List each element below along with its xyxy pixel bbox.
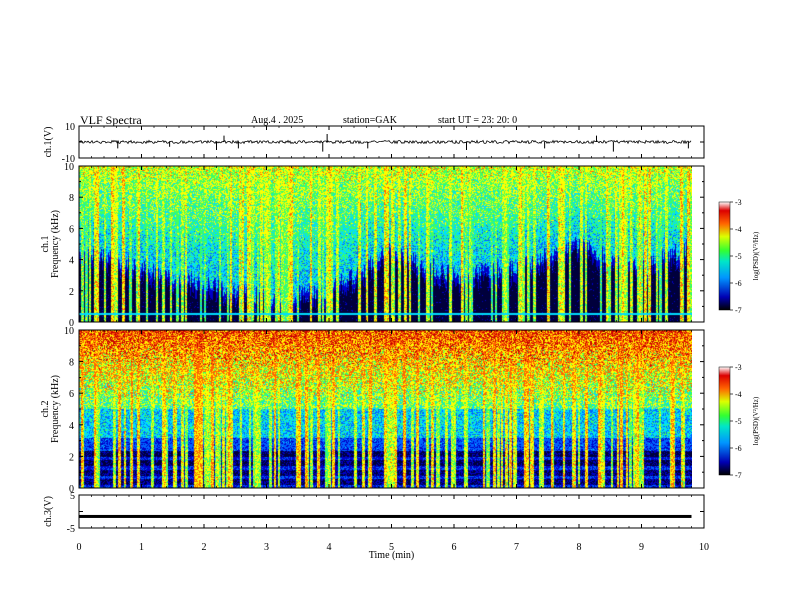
ch3-ytick: -5 xyxy=(67,524,75,535)
x-tick-label: 10 xyxy=(699,542,709,553)
ch3-trace xyxy=(79,514,692,518)
colorbar-label: log(PSD)(V²/Hz) xyxy=(752,231,760,280)
frequency-ylabel: Frequency (kHz) xyxy=(50,210,61,278)
freq-ytick: 8 xyxy=(69,193,74,204)
colorbar-tick-label: -4 xyxy=(735,390,742,399)
ch1-ylabel: ch.1 xyxy=(40,236,51,253)
freq-ytick: 4 xyxy=(69,256,74,267)
figure-title: VLF Spectra xyxy=(80,113,142,127)
spectrogram-ch1 xyxy=(79,166,692,322)
panel-frame xyxy=(78,494,705,529)
colorbar-tick-label: -7 xyxy=(735,471,742,480)
colorbar xyxy=(718,201,731,311)
x-tick-label: 7 xyxy=(514,542,519,553)
frequency-ylabel: Frequency (kHz) xyxy=(50,375,61,443)
freq-ytick: 2 xyxy=(69,452,74,463)
freq-ytick: 10 xyxy=(64,326,74,337)
ch3-ytick: 5 xyxy=(70,491,75,502)
freq-ytick: 8 xyxy=(69,358,74,369)
freq-ytick: 4 xyxy=(69,421,74,432)
ch1-trace xyxy=(78,139,692,145)
x-tick-label: 1 xyxy=(139,542,144,553)
x-tick-label: 5 xyxy=(389,542,394,553)
ch1-ytick: -10 xyxy=(62,154,75,165)
colorbar-tick-label: -6 xyxy=(735,279,742,288)
date-label: Aug.4 . 2025 xyxy=(251,115,304,126)
x-tick-label: 2 xyxy=(202,542,207,553)
colorbar-tick-label: -3 xyxy=(735,363,742,372)
freq-ytick: 6 xyxy=(69,224,74,235)
freq-ytick: 0 xyxy=(69,484,74,495)
x-tick-label: 9 xyxy=(639,542,644,553)
spectrogram-ch2 xyxy=(79,330,692,488)
station-label: station=GAK xyxy=(343,115,397,126)
x-tick-label: 6 xyxy=(452,542,457,553)
x-tick-label: 3 xyxy=(264,542,269,553)
colorbar-tick-label: -7 xyxy=(735,306,742,315)
colorbar-tick-label: -3 xyxy=(735,198,742,207)
x-axis-label: Time (min) xyxy=(369,550,414,561)
x-tick-label: 4 xyxy=(327,542,332,553)
x-tick-label: 8 xyxy=(577,542,582,553)
freq-ytick: 6 xyxy=(69,389,74,400)
colorbar-label: log(PSD)(V²/Hz) xyxy=(752,396,760,445)
colorbar xyxy=(718,366,731,476)
x-tick-label: 0 xyxy=(77,542,82,553)
start-time-label: start UT = 23: 20: 0 xyxy=(438,115,518,126)
colorbar-tick-label: -4 xyxy=(735,225,742,234)
ch2-ylabel: ch.2 xyxy=(40,401,51,418)
freq-ytick: 2 xyxy=(69,287,74,298)
ch1-ylabel: ch.1(V) xyxy=(43,127,54,158)
ch1-ytick: 10 xyxy=(65,122,75,133)
colorbar-tick-label: -5 xyxy=(735,252,742,261)
freq-ytick: 10 xyxy=(64,162,74,173)
colorbar-tick-label: -5 xyxy=(735,417,742,426)
colorbar-tick-label: -6 xyxy=(735,444,742,453)
ch3-ylabel: ch.3(V) xyxy=(43,496,54,527)
freq-ytick: 0 xyxy=(69,318,74,329)
